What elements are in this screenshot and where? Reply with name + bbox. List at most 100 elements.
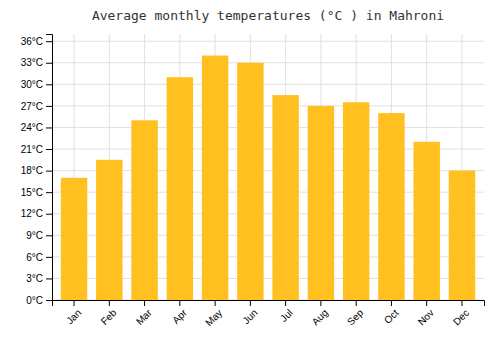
y-tick-mark [46,41,52,42]
x-tick: Feb [99,300,119,327]
x-tick: Apr [170,300,189,326]
x-tick-mark [285,300,286,306]
y-tick: 15°C [21,187,52,198]
x-tick: Aug [310,300,330,327]
bar [449,171,475,300]
y-tick: 33°C [21,57,52,68]
x-tick-label: Dec [451,307,471,327]
bar [413,142,439,300]
y-grid-line [52,41,484,42]
bar [308,106,334,300]
x-tick-label: Nov [416,307,436,327]
y-tick: 18°C [21,165,52,176]
y-tick-label: 24°C [21,122,43,133]
x-tick: Jan [64,300,83,326]
y-tick: 12°C [21,208,52,219]
y-tick-mark [46,171,52,172]
x-tick-mark [461,300,462,306]
y-tick-mark [46,84,52,85]
x-tick: May [203,300,224,328]
y-tick: 24°C [21,122,52,133]
y-tick-mark [46,106,52,107]
bar [272,95,298,300]
x-tick-label: Jan [64,307,83,326]
x-tick-mark [426,300,427,306]
y-tick-label: 27°C [21,101,43,112]
y-tick-mark [46,300,52,301]
bar [167,77,193,300]
y-tick-label: 9°C [26,230,43,241]
y-tick: 21°C [21,144,52,155]
x-tick-mark [356,300,357,306]
y-tick-label: 0°C [26,295,43,306]
bar [131,120,157,300]
y-tick-mark [46,192,52,193]
x-tick: Nov [416,300,436,327]
y-tick-label: 3°C [26,273,43,284]
x-tick-label: Oct [382,307,401,326]
grid [52,34,484,300]
x-tick: Oct [382,300,401,326]
y-tick-label: 6°C [26,252,43,263]
y-tick-label: 12°C [21,208,43,219]
x-tick-mark [144,300,145,306]
x-tick-mark [109,300,110,306]
y-tick: 27°C [21,101,52,112]
x-tick-label: Aug [310,307,330,327]
y-tick-label: 18°C [21,165,43,176]
x-tick-mark [179,300,180,306]
x-tick: Sep [345,300,366,327]
y-tick: 6°C [26,252,52,263]
y-tick-label: 30°C [21,79,43,90]
x-tick-label: Apr [170,307,189,326]
x-tick: Jul [278,300,295,324]
y-tick: 36°C [21,36,52,47]
y-tick: 9°C [26,230,52,241]
bar [237,63,263,300]
y-tick: 3°C [26,273,52,284]
x-tick-mark [320,300,321,306]
y-tick-mark [46,257,52,258]
y-tick-label: 36°C [21,36,43,47]
x-tick: Jun [240,300,259,326]
y-tick-mark [46,149,52,150]
y-tick-mark [46,235,52,236]
x-tick-label: May [203,307,224,328]
y-tick-mark [46,214,52,215]
y-tick-mark [46,63,52,64]
y-grid-line [52,84,484,85]
y-axis: 0°C 3°C 6°C 9°C 12°C 15°C 18°C 21°C 24°C 27°C 30°C… [21,35,53,306]
y-tick-label: 15°C [21,187,43,198]
bar [378,113,404,300]
x-tick-label: Feb [99,307,119,327]
bar [61,178,87,300]
x-tick-mark [215,300,216,306]
y-grid-line [52,127,484,128]
x-tick: Mar [134,300,154,327]
x-axis: Jan Feb Mar Apr May Jun Jul Aug Sep Oct Nov Dec [53,300,485,328]
y-tick: 0°C [26,295,52,306]
y-tick-mark [46,278,52,279]
bars [61,56,475,300]
chart: 0°C 3°C 6°C 9°C 12°C 15°C 18°C 21°C 24°C 27°C 30°C… [0,0,500,350]
y-grid-line [52,62,484,63]
title: Average monthly temperatures (°C ) in Ma… [92,8,444,23]
x-tick-label: Jul [278,307,295,324]
y-tick-label: 33°C [21,57,43,68]
bar [202,56,228,300]
y-tick-label: 21°C [21,144,43,155]
x-tick: Dec [451,300,471,327]
x-tick-label: Sep [345,307,366,328]
y-axis-line [46,35,53,301]
bar [96,160,122,300]
x-tick-mark [391,300,392,306]
y-tick-mark [46,127,52,128]
bar [343,102,369,300]
plot: 0°C 3°C 6°C 9°C 12°C 15°C 18°C 21°C 24°C 27°C 30°C… [21,34,485,328]
x-axis-line [53,301,485,307]
x-tick-label: Jun [240,307,259,326]
x-tick-mark [74,300,75,306]
x-tick-label: Mar [134,307,154,327]
y-grid-line [52,105,484,106]
y-tick: 30°C [21,79,52,90]
